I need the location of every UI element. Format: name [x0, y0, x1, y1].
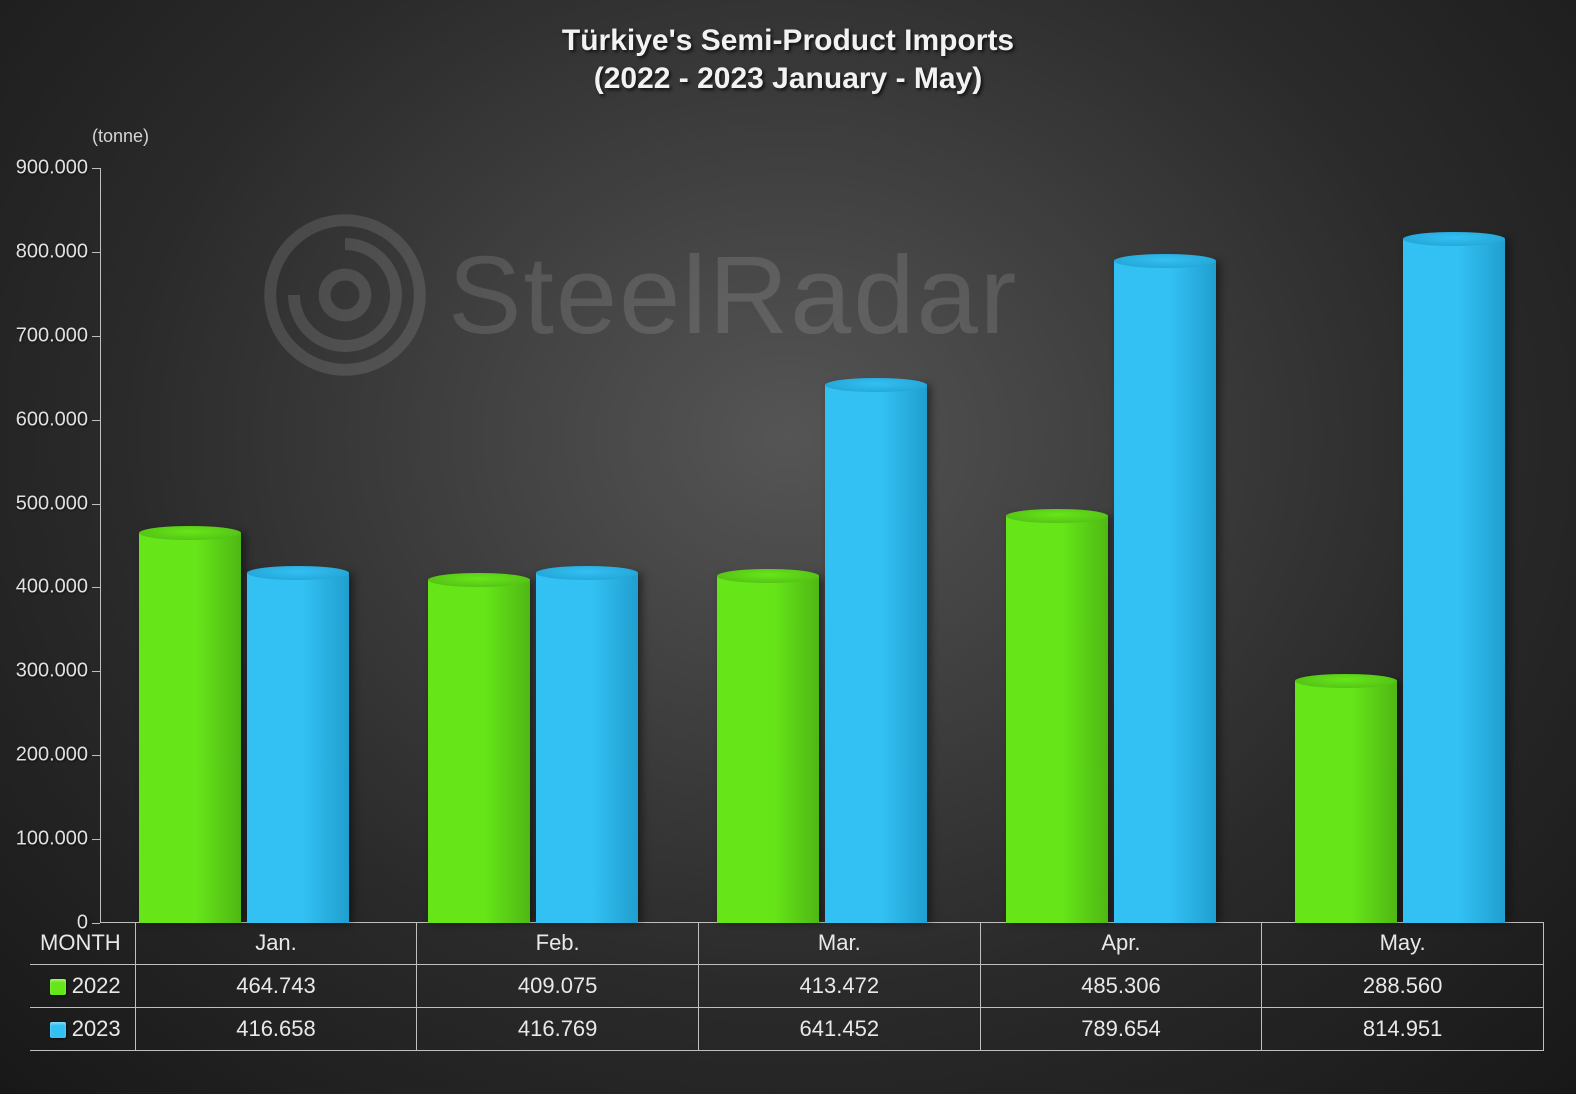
legend-swatch-icon: [50, 979, 66, 995]
bar-cap: [428, 573, 530, 587]
y-tick-mark: [92, 755, 100, 756]
table-cell: 413.472: [698, 965, 980, 1008]
table-cell: 814.951: [1262, 1008, 1544, 1051]
bar-cap: [1006, 509, 1108, 523]
y-tick-mark: [92, 504, 100, 505]
bar-2023-Mar: [825, 385, 927, 923]
chart-title-line2: (2022 - 2023 January - May): [0, 60, 1576, 98]
bars-container: [100, 168, 1544, 923]
table-month-header: Apr.: [980, 922, 1262, 965]
y-tick-label: 600.000: [16, 408, 88, 431]
table-month-header: Mar.: [698, 922, 980, 965]
data-table: MONTHJan.Feb.Mar.Apr.May. 2022 464.743409.…: [30, 922, 1544, 1051]
table-month-header: Feb.: [417, 922, 699, 965]
bar-cap: [717, 569, 819, 583]
bar-2023-May: [1403, 239, 1505, 923]
y-tick-label: 500.000: [16, 492, 88, 515]
y-tick-mark: [92, 671, 100, 672]
bar-2022-Mar: [717, 576, 819, 923]
bar-2022-May: [1295, 681, 1397, 923]
table-cell: 409.075: [417, 965, 699, 1008]
bar-cap: [536, 566, 638, 580]
bar-2022-Feb: [428, 580, 530, 923]
bar-cap: [1295, 674, 1397, 688]
y-tick-label: 400.000: [16, 576, 88, 599]
series-name: 2023: [72, 1016, 121, 1041]
bar-2022-Jan: [139, 533, 241, 923]
table-series-header: 2022: [30, 965, 135, 1008]
table-corner-label: MONTH: [30, 922, 135, 965]
y-tick-label: 800.000: [16, 240, 88, 263]
y-tick-label: 900.000: [16, 157, 88, 180]
y-tick-mark: [92, 839, 100, 840]
bar-2023-Apr: [1114, 261, 1216, 923]
y-tick-label: 300.000: [16, 660, 88, 683]
bar-cap: [139, 526, 241, 540]
bar-cap: [825, 378, 927, 392]
table-cell: 464.743: [135, 965, 417, 1008]
bar-2023-Jan: [247, 573, 349, 923]
table-cell: 416.658: [135, 1008, 417, 1051]
y-tick-mark: [92, 336, 100, 337]
bar-2023-Feb: [536, 573, 638, 923]
bar-cap: [1403, 232, 1505, 246]
y-axis-unit: (tonne): [92, 126, 149, 147]
bar-cap: [247, 566, 349, 580]
y-tick-label: 100.000: [16, 828, 88, 851]
legend-swatch-icon: [50, 1022, 66, 1038]
y-tick-mark: [92, 252, 100, 253]
table-cell: 485.306: [980, 965, 1262, 1008]
table-cell: 641.452: [698, 1008, 980, 1051]
table-cell: 288.560: [1262, 965, 1544, 1008]
y-tick-label: 700.000: [16, 324, 88, 347]
chart-title-line1: Türkiye's Semi-Product Imports: [0, 22, 1576, 60]
y-tick-label: 200.000: [16, 744, 88, 767]
series-name: 2022: [72, 973, 121, 998]
table-month-header: Jan.: [135, 922, 417, 965]
table-series-header: 2023: [30, 1008, 135, 1051]
y-tick-mark: [92, 420, 100, 421]
bar-2022-Apr: [1006, 516, 1108, 923]
chart-plot-area: 0100.000200.000300.000400.000500.000600.…: [100, 168, 1544, 923]
y-tick-mark: [92, 587, 100, 588]
chart-title: Türkiye's Semi-Product Imports (2022 - 2…: [0, 0, 1576, 97]
table-month-header: May.: [1262, 922, 1544, 965]
table-cell: 789.654: [980, 1008, 1262, 1051]
bar-cap: [1114, 254, 1216, 268]
table-cell: 416.769: [417, 1008, 699, 1051]
y-tick-mark: [92, 168, 100, 169]
